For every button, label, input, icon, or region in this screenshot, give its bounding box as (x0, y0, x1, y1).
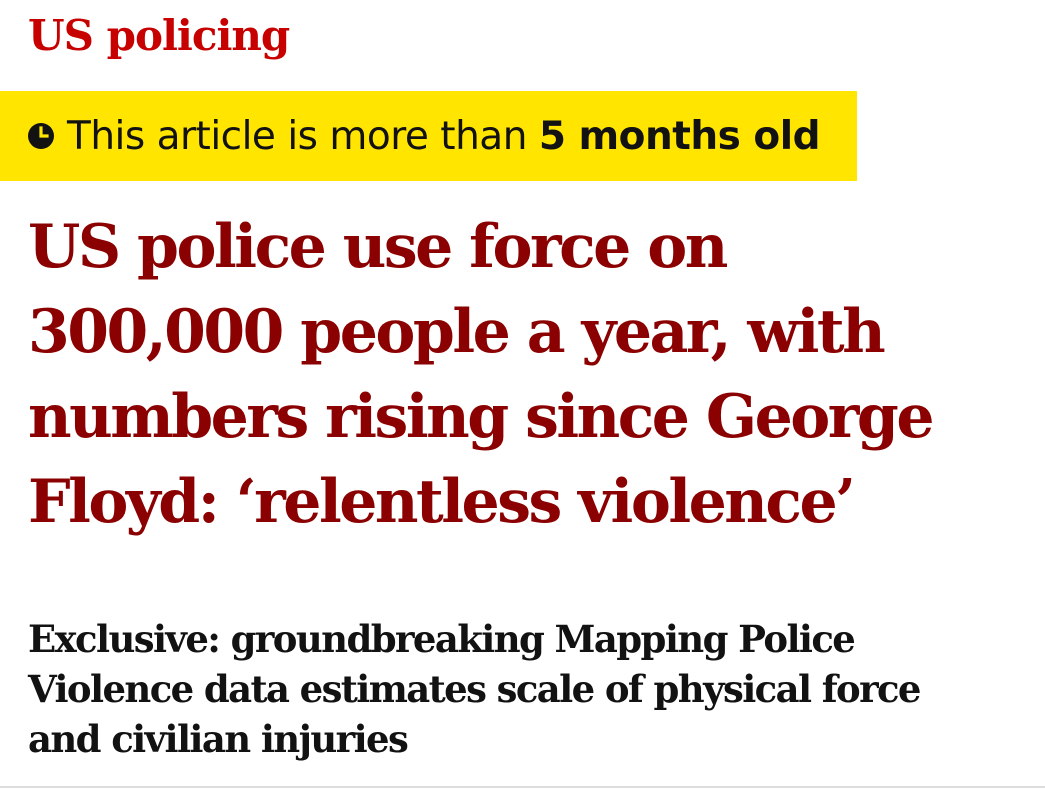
age-warning-age: 5 months old (538, 113, 821, 159)
standfirst-line: Exclusive: groundbreaking Mapping Police (28, 617, 856, 661)
headline-line: Floyd: ‘relentless violence’ (28, 467, 856, 537)
standfirst-line: Violence data estimates scale of physica… (28, 667, 921, 711)
section-link-us-policing[interactable]: US policing (28, 11, 290, 60)
article-age-warning: This article is more than 5 months old (0, 91, 857, 181)
article-headline: US police use force on 300,000 people a … (28, 205, 1028, 545)
age-warning-prefix: This article is more than (67, 113, 539, 159)
headline-line: US police use force on (28, 212, 728, 282)
clock-icon (28, 123, 54, 149)
age-warning-text: This article is more than 5 months old (67, 113, 821, 159)
headline-line: 300,000 people a year, with (28, 297, 886, 367)
divider (0, 786, 1045, 788)
standfirst-line: and civilian injuries (28, 717, 409, 761)
article-standfirst: Exclusive: groundbreaking Mapping Police… (28, 614, 1028, 764)
headline-line: numbers rising since George (28, 382, 935, 452)
